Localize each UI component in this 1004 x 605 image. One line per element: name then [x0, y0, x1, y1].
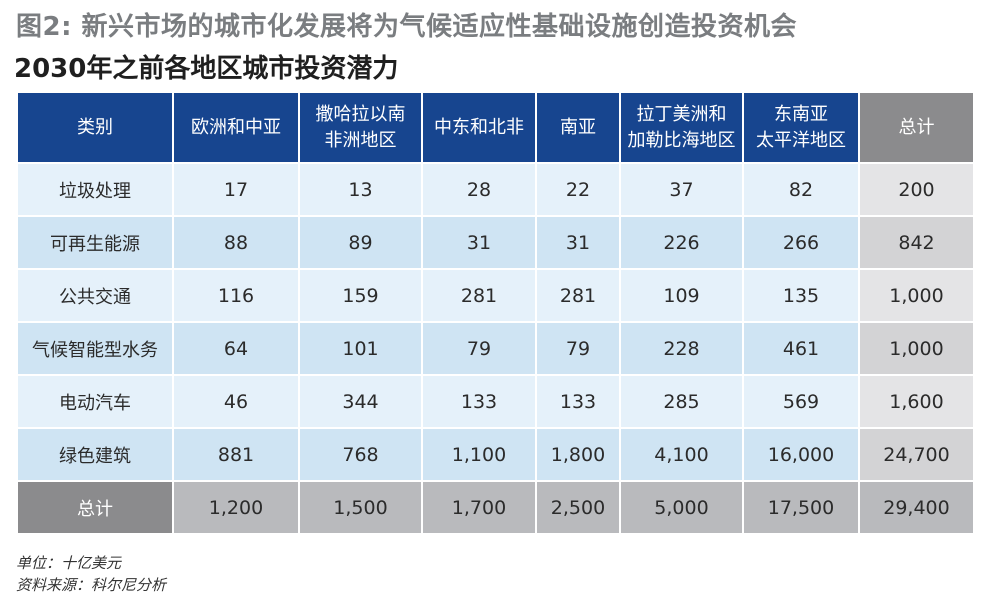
cell-europe-central-asia: 881 — [172, 427, 300, 482]
cell-south-asia: 79 — [535, 321, 621, 376]
header-mena: 中东和北非 — [421, 91, 537, 164]
cell-total: 200 — [858, 162, 975, 217]
total-row: 总计 1,200 1,500 1,700 2,500 5,000 17,500 29,400 — [16, 480, 975, 535]
cell-europe-central-asia: 64 — [172, 321, 300, 376]
cell-south-asia: 2,500 — [535, 480, 621, 535]
cell-mena: 79 — [421, 321, 537, 376]
cell-total: 1,600 — [858, 374, 975, 429]
cell-sub-saharan-africa: 768 — [298, 427, 423, 482]
row-label: 公共交通 — [16, 268, 174, 323]
header-sub-saharan-africa: 撒哈拉以南 非洲地区 — [298, 91, 423, 164]
cell-sub-saharan-africa: 344 — [298, 374, 423, 429]
cell-mena: 133 — [421, 374, 537, 429]
row-label: 可再生能源 — [16, 215, 174, 270]
row-label: 绿色建筑 — [16, 427, 174, 482]
table-row: 电动汽车 46 344 133 133 285 569 1,600 — [16, 374, 975, 429]
table-row: 垃圾处理 17 13 28 22 37 82 200 — [16, 162, 975, 217]
cell-sub-saharan-africa: 159 — [298, 268, 423, 323]
table-row: 可再生能源 88 89 31 31 226 266 842 — [16, 215, 975, 270]
unit-note: 单位：十亿美元 — [16, 554, 122, 572]
cell-sub-saharan-africa: 101 — [298, 321, 423, 376]
cell-mena: 1,100 — [421, 427, 537, 482]
header-east-asia-pacific: 东南亚 太平洋地区 — [742, 91, 860, 164]
source-note: 资料来源：科尔尼分析 — [16, 576, 167, 594]
cell-latin-america-caribbean: 285 — [619, 374, 744, 429]
cell-east-asia-pacific: 461 — [742, 321, 860, 376]
table-row: 气候智能型水务 64 101 79 79 228 461 1,000 — [16, 321, 975, 376]
table-body: 垃圾处理 17 13 28 22 37 82 200 可再生能源 88 89 31 31 226 266 84… — [16, 162, 975, 535]
cell-latin-america-caribbean: 226 — [619, 215, 744, 270]
cell-mena: 281 — [421, 268, 537, 323]
cell-east-asia-pacific: 135 — [742, 268, 860, 323]
cell-total: 1,000 — [858, 321, 975, 376]
row-label: 电动汽车 — [16, 374, 174, 429]
cell-europe-central-asia: 46 — [172, 374, 300, 429]
cell-total: 1,000 — [858, 268, 975, 323]
cell-east-asia-pacific: 569 — [742, 374, 860, 429]
header-total: 总计 — [858, 91, 975, 164]
cell-east-asia-pacific: 82 — [742, 162, 860, 217]
header-south-asia: 南亚 — [535, 91, 621, 164]
cell-east-asia-pacific: 17,500 — [742, 480, 860, 535]
cell-south-asia: 1,800 — [535, 427, 621, 482]
cell-south-asia: 133 — [535, 374, 621, 429]
cell-east-asia-pacific: 266 — [742, 215, 860, 270]
cell-europe-central-asia: 88 — [172, 215, 300, 270]
cell-east-asia-pacific: 16,000 — [742, 427, 860, 482]
cell-south-asia: 22 — [535, 162, 621, 217]
investment-table: 类别 欧洲和中亚 撒哈拉以南 非洲地区 中东和北非 南亚 拉丁美洲和 加勒比海地区 … — [16, 91, 975, 535]
cell-south-asia: 281 — [535, 268, 621, 323]
chart-subtitle: 2030年之前各地区城市投资潜力 — [14, 54, 399, 84]
cell-europe-central-asia: 1,200 — [172, 480, 300, 535]
cell-total: 842 — [858, 215, 975, 270]
table-header-row: 类别 欧洲和中亚 撒哈拉以南 非洲地区 中东和北非 南亚 拉丁美洲和 加勒比海地区 … — [16, 91, 975, 164]
chart-title: 图2: 新兴市场的城市化发展将为气候适应性基础设施创造投资机会 — [16, 12, 798, 42]
cell-total: 24,700 — [858, 427, 975, 482]
table-row: 公共交通 116 159 281 281 109 135 1,000 — [16, 268, 975, 323]
header-category: 类别 — [16, 91, 174, 164]
header-europe-central-asia: 欧洲和中亚 — [172, 91, 300, 164]
cell-europe-central-asia: 17 — [172, 162, 300, 217]
cell-mena: 28 — [421, 162, 537, 217]
cell-latin-america-caribbean: 5,000 — [619, 480, 744, 535]
cell-south-asia: 31 — [535, 215, 621, 270]
cell-mena: 31 — [421, 215, 537, 270]
row-label: 气候智能型水务 — [16, 321, 174, 376]
cell-latin-america-caribbean: 228 — [619, 321, 744, 376]
cell-latin-america-caribbean: 4,100 — [619, 427, 744, 482]
cell-mena: 1,700 — [421, 480, 537, 535]
cell-europe-central-asia: 116 — [172, 268, 300, 323]
row-label: 垃圾处理 — [16, 162, 174, 217]
row-label: 总计 — [16, 480, 174, 535]
header-latin-america-caribbean: 拉丁美洲和 加勒比海地区 — [619, 91, 744, 164]
cell-latin-america-caribbean: 37 — [619, 162, 744, 217]
cell-sub-saharan-africa: 89 — [298, 215, 423, 270]
cell-sub-saharan-africa: 1,500 — [298, 480, 423, 535]
cell-total: 29,400 — [858, 480, 975, 535]
cell-latin-america-caribbean: 109 — [619, 268, 744, 323]
table-row: 绿色建筑 881 768 1,100 1,800 4,100 16,000 24,700 — [16, 427, 975, 482]
cell-sub-saharan-africa: 13 — [298, 162, 423, 217]
